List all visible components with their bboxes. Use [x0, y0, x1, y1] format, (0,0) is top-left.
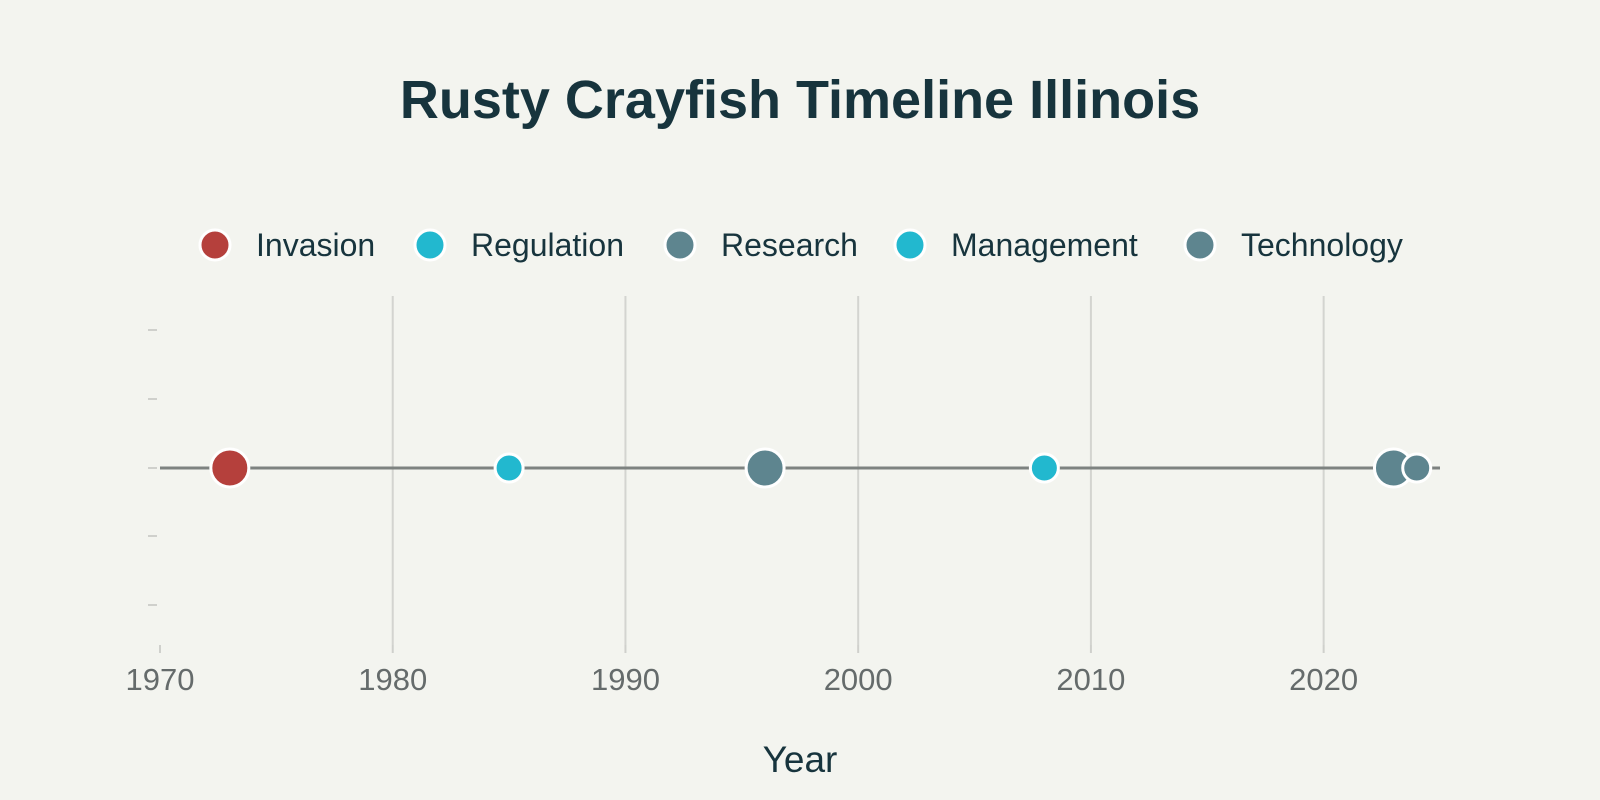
- x-tick-label-2020: 2020: [1289, 662, 1358, 697]
- point-technology-2024[interactable]: [1401, 452, 1433, 484]
- x-tick-label-1970: 1970: [126, 662, 195, 697]
- legend-label-research: Research: [721, 227, 858, 263]
- legend-marker-invasion: [198, 228, 232, 262]
- x-tick-label-1990: 1990: [591, 662, 660, 697]
- x-axis-title: Year: [763, 739, 838, 780]
- legend-label-technology: Technology: [1241, 227, 1403, 263]
- point-research-1996[interactable]: [744, 447, 786, 489]
- point-invasion-1973[interactable]: [209, 447, 251, 489]
- legend-label-management: Management: [951, 227, 1138, 263]
- chart-title: Rusty Crayfish Timeline Illinois: [400, 70, 1200, 130]
- legend: Invasion Regulation Research Management Tech…: [198, 227, 1403, 263]
- grid: [148, 296, 1325, 645]
- legend-marker-management: [893, 228, 927, 262]
- point-regulation-1985[interactable]: [493, 452, 525, 484]
- legend-marker-research: [663, 228, 697, 262]
- legend-marker-technology: [1183, 228, 1217, 262]
- point-management-2008[interactable]: [1028, 452, 1060, 484]
- legend-label-regulation: Regulation: [471, 227, 624, 263]
- legend-label-invasion: Invasion: [256, 227, 375, 263]
- legend-marker-regulation: [413, 228, 447, 262]
- x-tick-label-2000: 2000: [824, 662, 893, 697]
- x-tick-label-1980: 1980: [358, 662, 427, 697]
- data-points: [209, 447, 1433, 489]
- x-tick-label-2010: 2010: [1056, 662, 1125, 697]
- x-axis: 1970 1980 1990 2000 2010 2020: [126, 466, 1440, 697]
